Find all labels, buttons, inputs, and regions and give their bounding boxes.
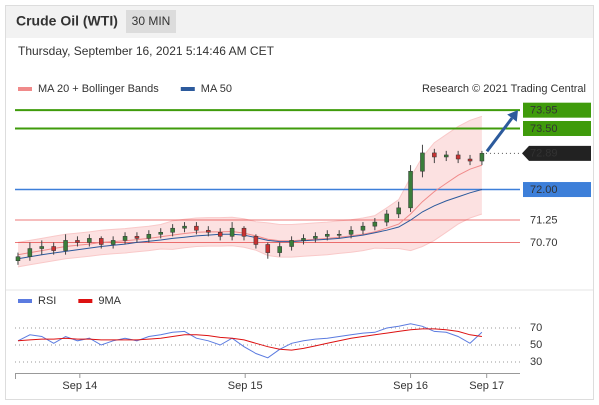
legend-label: 9MA xyxy=(98,295,121,307)
candle-body xyxy=(396,207,401,215)
target-arrowhead xyxy=(507,110,518,122)
candle-body xyxy=(432,152,437,158)
candle-body xyxy=(479,153,485,162)
candle-body xyxy=(289,240,294,247)
level-label: 72.89 xyxy=(530,148,558,160)
indicator-line xyxy=(17,328,482,351)
candle-body xyxy=(301,238,306,241)
candle-body xyxy=(408,170,413,209)
candle-body xyxy=(420,152,425,172)
level-box xyxy=(523,120,591,136)
candle-body xyxy=(313,236,318,239)
candle-body xyxy=(27,248,33,257)
level-label: 72.00 xyxy=(530,184,558,196)
target-arrow xyxy=(485,117,514,153)
candle-body xyxy=(51,246,56,251)
legend-swatch xyxy=(18,87,32,91)
level-label: 73.95 xyxy=(530,105,558,117)
candle-body xyxy=(75,240,80,243)
legend-swatch xyxy=(180,87,195,91)
level-label: 70.70 xyxy=(530,237,558,249)
y-tick-label: 50 xyxy=(530,339,542,351)
legend-swatch xyxy=(78,299,93,303)
candle-body xyxy=(122,236,128,241)
ma-line xyxy=(17,164,483,256)
card xyxy=(5,5,594,400)
candle-body xyxy=(372,221,378,227)
level-label: 71.25 xyxy=(530,214,558,226)
candle-body xyxy=(348,229,354,235)
level-box xyxy=(523,102,591,118)
candle-body xyxy=(325,234,330,237)
header-bar xyxy=(6,6,593,38)
current-price-box xyxy=(522,145,591,161)
candle-body xyxy=(265,244,271,253)
credit: Research © 2021 Trading Central xyxy=(422,83,586,95)
candle-body xyxy=(206,229,211,233)
candle-body xyxy=(39,246,45,249)
candle-body xyxy=(98,238,104,245)
candle-body xyxy=(63,240,68,251)
legend-label: MA 50 xyxy=(201,83,232,95)
y-tick-label: 30 xyxy=(530,356,542,368)
x-tick-label: Sep 15 xyxy=(228,380,263,392)
candle-body xyxy=(87,238,92,243)
level-label: 73.50 xyxy=(530,123,558,135)
candle-body xyxy=(360,225,366,231)
interval: 30 MIN xyxy=(132,14,171,28)
title: Crude Oil (WTI) xyxy=(16,13,118,29)
level-box xyxy=(523,182,591,198)
legend-swatch xyxy=(18,299,32,303)
candle-body xyxy=(194,225,199,231)
candle-body xyxy=(229,227,235,237)
legend-label: RSI xyxy=(38,295,56,307)
indicator-line xyxy=(17,323,483,359)
y-tick-label: 70 xyxy=(530,322,542,334)
bollinger-band xyxy=(18,116,482,267)
candle-body xyxy=(110,240,116,245)
candle-body xyxy=(277,246,282,253)
candle-body xyxy=(443,154,449,158)
x-tick-label: Sep 14 xyxy=(62,380,97,392)
candle-body xyxy=(158,232,163,235)
candle-body xyxy=(146,234,152,239)
ma-line xyxy=(17,189,483,260)
candle-body xyxy=(134,236,140,239)
timestamp: Thursday, September 16, 2021 5:14:46 AM … xyxy=(18,44,275,58)
x-tick-label: Sep 16 xyxy=(393,380,428,392)
candle-body xyxy=(455,154,461,160)
band-edge xyxy=(17,213,483,268)
candle-body xyxy=(182,225,187,229)
candle-body xyxy=(170,227,175,233)
legend-label: MA 20 + Bollinger Bands xyxy=(38,83,159,95)
interval-badge xyxy=(126,10,176,33)
candle-body xyxy=(253,236,259,245)
candle-body xyxy=(241,227,247,237)
candle-body xyxy=(15,256,21,262)
candle-body xyxy=(217,232,223,237)
candle-body xyxy=(467,158,473,162)
candle-body xyxy=(384,213,390,223)
x-tick-label: Sep 17 xyxy=(469,380,504,392)
candle-body xyxy=(336,234,342,236)
